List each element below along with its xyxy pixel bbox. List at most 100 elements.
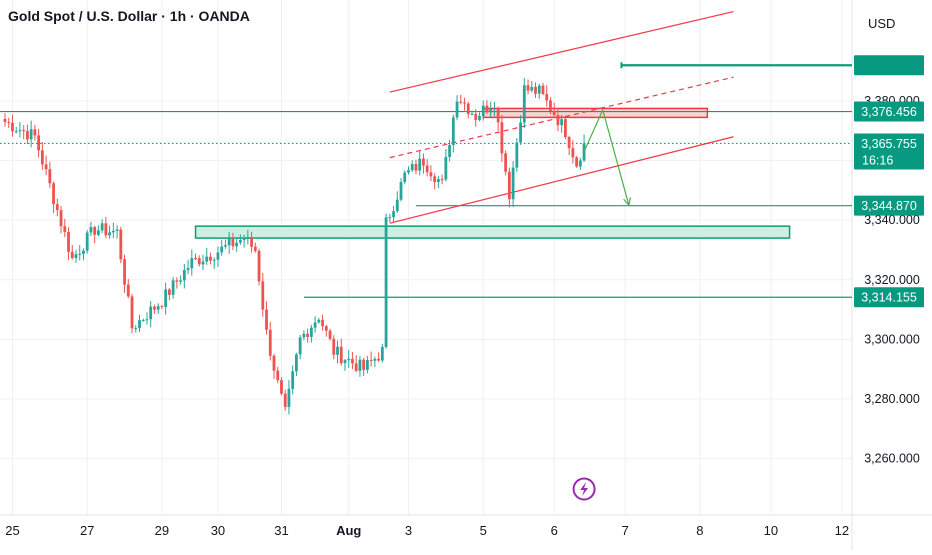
candle-body: [489, 108, 493, 113]
candle-body: [48, 169, 52, 184]
zones: [194, 107, 791, 239]
candle-body: [7, 122, 11, 124]
candle-body: [130, 296, 134, 329]
candle-body: [164, 289, 168, 307]
candle-body: [485, 105, 489, 113]
price-label-badge: [854, 101, 924, 122]
candle-body: [160, 306, 164, 308]
time-tick-label: 25: [5, 523, 19, 538]
candle-body: [354, 363, 358, 371]
candle-body: [171, 280, 175, 295]
candle-body: [347, 358, 351, 361]
candle-body: [552, 111, 556, 116]
time-tick-label: 29: [155, 523, 169, 538]
candle-body: [216, 252, 220, 260]
candle-body: [250, 237, 253, 247]
candle-body: [253, 246, 257, 251]
candle-body: [500, 122, 504, 154]
candle-body: [425, 165, 429, 173]
candle-body: [451, 117, 455, 146]
channel-upper-line[interactable]: [389, 11, 734, 93]
projection-path: [583, 108, 631, 207]
candle-body: [205, 256, 209, 262]
candle-body: [194, 258, 197, 260]
candle-body: [526, 85, 530, 91]
candle-body: [395, 199, 399, 212]
chart-title: Gold Spot / U.S. Dollar · 1h · OANDA: [8, 8, 250, 24]
candle-body: [298, 337, 302, 355]
candle-body: [55, 204, 59, 211]
channel-middle-line[interactable]: [389, 76, 734, 159]
candle-body: [474, 113, 478, 120]
price-label-text: 3,376.456: [861, 105, 917, 119]
candle-body: [377, 358, 380, 361]
candle-body: [153, 306, 156, 310]
candle-body: [201, 261, 205, 265]
candle-body: [63, 226, 67, 232]
candle-body: [317, 319, 321, 323]
candle-body: [369, 360, 373, 362]
candle-body: [141, 319, 145, 321]
candle-body: [380, 346, 384, 361]
time-tick-label: 12: [835, 523, 849, 538]
time-tick-label: Aug: [336, 523, 361, 538]
candle-body: [407, 170, 410, 173]
candle-body: [365, 360, 369, 370]
candle-body: [182, 270, 186, 281]
candle-body: [224, 245, 227, 247]
candle-body: [33, 129, 37, 136]
candle-body: [564, 119, 567, 138]
candle-body: [436, 179, 440, 183]
candle-body: [100, 223, 104, 231]
candle-body: [362, 359, 366, 370]
candle-body: [493, 108, 496, 110]
candle-body: [560, 119, 564, 126]
candle-body: [242, 238, 246, 241]
candle-body: [149, 306, 153, 320]
candle-body: [384, 217, 388, 347]
candle-body: [351, 358, 354, 364]
time-tick-label: 7: [622, 523, 629, 538]
candle-body: [115, 229, 119, 231]
candle-body: [283, 393, 287, 407]
candle-body: [582, 143, 586, 161]
candle-body: [257, 250, 261, 282]
price-label-text: 3,344.870: [861, 199, 917, 213]
candle-body: [246, 237, 250, 239]
candle-body: [440, 179, 444, 181]
horizontal-lines: [0, 62, 852, 298]
price-tick-label: 3,280.000: [864, 392, 920, 406]
price-label-badge: [854, 195, 924, 216]
channel-lower-line[interactable]: [389, 136, 734, 224]
candle-body: [272, 355, 276, 371]
candle-body: [104, 223, 108, 236]
candle-body: [414, 164, 418, 171]
projection-arrowhead: [623, 197, 631, 207]
candle-body: [59, 210, 63, 227]
price-channel: [389, 11, 734, 224]
candle-body: [522, 85, 526, 123]
time-tick-label: 31: [274, 523, 288, 538]
time-axis: 25 27 29 30 31 Aug 3 5 6 7 8 10 12: [5, 523, 849, 538]
candle-body: [238, 240, 242, 243]
candle-body: [463, 102, 466, 104]
candle-body: [567, 137, 571, 149]
currency-label[interactable]: USD: [868, 16, 896, 31]
candle-body: [313, 322, 317, 328]
candle-body: [82, 250, 85, 254]
support-zone[interactable]: [194, 225, 791, 239]
candle-body: [235, 242, 239, 247]
price-tick-label: 3,340.000: [864, 213, 920, 227]
projection-path[interactable]: [583, 108, 630, 206]
candle-body: [403, 172, 407, 182]
candle-body: [481, 105, 485, 116]
candle-body: [134, 328, 138, 330]
candle-body: [93, 227, 97, 235]
candle-body: [197, 258, 201, 265]
candle-body: [324, 326, 328, 331]
candle-body: [179, 280, 182, 282]
candle-body: [97, 230, 100, 235]
